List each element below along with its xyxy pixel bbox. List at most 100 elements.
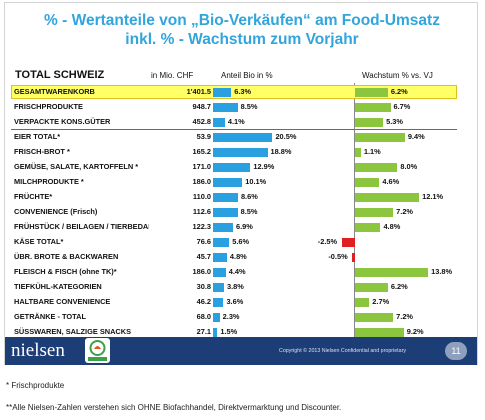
share-label: 4.4% xyxy=(228,267,246,276)
growth-bar xyxy=(355,208,394,217)
nielsen-logo: nielsen xyxy=(11,340,65,361)
page-number: 11 xyxy=(445,342,467,360)
growth-label: 4.8% xyxy=(383,222,401,231)
growth-label: -2.5% xyxy=(317,237,338,246)
row-value: 1'401.5 xyxy=(186,87,211,96)
share-label: 5.6% xyxy=(232,237,250,246)
slide: % - Wertanteile von „Bio-Verkäufen“ am F… xyxy=(4,2,478,365)
share-bar xyxy=(213,268,226,277)
growth-bar xyxy=(355,268,429,277)
growth-bar xyxy=(355,313,394,322)
growth-label: 6.7% xyxy=(393,102,411,111)
row-label: FRISCHPRODUKTE xyxy=(14,102,83,111)
share-bar xyxy=(213,103,238,112)
share-bar xyxy=(213,208,238,217)
row-label: TIEFKÜHL-KATEGORIEN xyxy=(14,282,102,291)
row-value: 45.7 xyxy=(196,252,211,261)
growth-bar xyxy=(355,88,388,97)
footer-bar: nielsen Copyright © 2013 Nielsen Confide… xyxy=(5,337,477,365)
row-label: FRISCH-BROT * xyxy=(14,147,70,156)
row-value: 46.2 xyxy=(196,297,211,306)
total-row-highlight xyxy=(11,85,457,99)
growth-bar xyxy=(355,193,420,202)
growth-label: 2.7% xyxy=(372,297,390,306)
growth-label: 9.4% xyxy=(407,132,425,141)
growth-bar xyxy=(355,103,391,112)
growth-label: 7.2% xyxy=(396,312,414,321)
share-bar xyxy=(213,163,251,172)
share-label: 2.3% xyxy=(222,312,240,321)
row-label: GEMÜSE, SALATE, KARTOFFELN * xyxy=(14,162,139,171)
share-label: 10.1% xyxy=(245,177,267,186)
share-label: 20.5% xyxy=(275,132,297,141)
share-label: 3.8% xyxy=(227,282,244,291)
growth-label: 1.1% xyxy=(363,147,381,156)
row-value: 110.0 xyxy=(192,192,211,201)
share-bar xyxy=(213,118,225,127)
footnote-2: **Alle Nielsen-Zahlen verstehen sich OHN… xyxy=(6,403,342,412)
row-value: 122.3 xyxy=(192,222,212,231)
growth-bar xyxy=(355,118,384,127)
share-bar xyxy=(213,193,238,202)
row-value: 452.8 xyxy=(192,117,212,126)
row-label: CONVENIENCE (Frisch) xyxy=(14,207,98,216)
header-value: in Mio. CHF xyxy=(151,71,194,80)
title-line-2: inkl. % - Wachstum zum Vorjahr xyxy=(125,31,359,48)
bio-suisse-logo xyxy=(85,338,110,363)
share-bar xyxy=(213,328,218,337)
share-label: 8.5% xyxy=(240,207,258,216)
row-value: 53.9 xyxy=(196,132,211,141)
header-share: Anteil Bio in % xyxy=(221,71,273,80)
growth-label: 4.6% xyxy=(382,177,400,186)
share-bar xyxy=(213,238,230,247)
row-label: MILCHPRODUKTE * xyxy=(14,177,84,186)
share-label: 6.3% xyxy=(234,87,252,96)
header-total: TOTAL SCHWEIZ xyxy=(15,69,105,81)
row-value: 68.0 xyxy=(196,312,211,321)
growth-bar xyxy=(355,283,388,292)
share-label: 18.8% xyxy=(270,147,292,156)
growth-label: 8.0% xyxy=(400,162,418,171)
row-label: SÜSSWAREN, SALZIGE SNACKS xyxy=(14,327,132,336)
share-bar xyxy=(213,313,220,322)
row-value: 171.0 xyxy=(192,162,212,171)
share-label: 4.8% xyxy=(229,252,247,261)
share-label: 6.9% xyxy=(236,222,253,231)
share-label: 12.9% xyxy=(253,162,275,171)
title-line-1: % - Wertanteile von „Bio-Verkäufen“ am F… xyxy=(44,12,440,29)
row-value: 186.0 xyxy=(192,267,212,276)
share-bar xyxy=(213,283,225,292)
row-value: 948.7 xyxy=(192,102,212,111)
share-bar xyxy=(213,148,268,157)
row-label: FRÜHSTÜCK / BEILAGEN / TIERBEDAR xyxy=(14,222,149,231)
row-label: ÜBR. BROTE & BACKWAREN xyxy=(14,252,119,261)
share-label: 8.6% xyxy=(240,192,258,201)
growth-bar xyxy=(355,298,370,307)
row-separator xyxy=(11,129,457,130)
growth-bar xyxy=(355,163,398,172)
growth-bar xyxy=(355,178,380,187)
row-label: FRÜCHTE* xyxy=(14,192,53,201)
growth-label: 5.3% xyxy=(386,117,403,126)
row-label: GESAMTWARENKORB xyxy=(14,87,95,96)
growth-label: 6.2% xyxy=(390,87,408,96)
share-label: 8.5% xyxy=(240,102,258,111)
growth-label: 13.8% xyxy=(431,267,453,276)
row-value: 112.6 xyxy=(192,207,211,216)
growth-label: 9.2% xyxy=(406,327,424,336)
growth-label: 7.2% xyxy=(396,207,414,216)
row-value: 165.2 xyxy=(192,147,212,156)
growth-bar xyxy=(355,328,404,337)
growth-bar-negative xyxy=(352,253,355,262)
growth-bar-negative xyxy=(341,238,355,247)
row-value: 186.0 xyxy=(192,177,212,186)
copyright-text: Copyright © 2013 Nielsen Confidential an… xyxy=(279,348,406,354)
row-value: 30.8 xyxy=(196,282,211,291)
row-value: 27.1 xyxy=(196,327,211,336)
row-value: 76.6 xyxy=(196,237,211,246)
header-growth: Wachstum % vs. VJ xyxy=(362,71,433,80)
row-label: FLEISCH & FISCH (ohne TK)* xyxy=(14,267,117,276)
growth-bar xyxy=(355,223,381,232)
row-label: EIER TOTAL* xyxy=(14,132,61,141)
share-bar xyxy=(213,253,227,262)
